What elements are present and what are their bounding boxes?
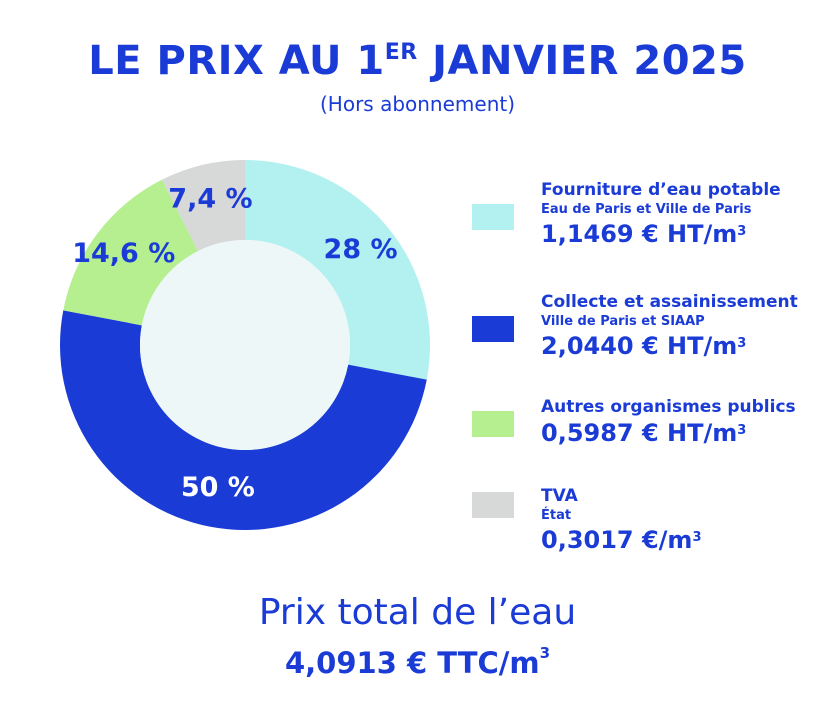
chart-subtitle: (Hors abonnement) bbox=[319, 92, 516, 116]
legend-price-sup: 3 bbox=[737, 423, 747, 438]
legend-price-value: 1,1469 € HT/m bbox=[541, 220, 738, 248]
legend-price-value: 0,3017 €/m bbox=[541, 526, 693, 554]
legend-price-sup: 3 bbox=[737, 224, 747, 239]
slice-label: 50 % bbox=[181, 472, 255, 503]
legend-title: Autres organismes publics bbox=[541, 397, 796, 417]
donut-slice bbox=[245, 160, 430, 380]
title-end: JANVIER 2025 bbox=[417, 38, 747, 84]
slice-label: 7,4 % bbox=[168, 184, 252, 215]
donut-slice bbox=[63, 179, 198, 326]
slice-label: 14,6 % bbox=[72, 238, 175, 269]
total-value: 4,0913 € TTC/m3 bbox=[0, 644, 835, 680]
legend-swatch bbox=[472, 316, 514, 342]
donut-center bbox=[140, 240, 350, 450]
legend-text: Fourniture d’eau potable Eau de Paris et… bbox=[541, 180, 781, 249]
donut-slice bbox=[162, 160, 245, 252]
legend-price: 0,5987 € HT/m3 bbox=[541, 418, 796, 448]
legend-price-value: 2,0440 € HT/m bbox=[541, 332, 738, 360]
legend-swatch bbox=[472, 492, 514, 518]
legend-subtitle: Eau de Paris et Ville de Paris bbox=[541, 202, 752, 217]
legend-price-sup: 3 bbox=[737, 336, 747, 351]
legend-subtitle: État bbox=[541, 508, 572, 523]
legend-title: TVA bbox=[541, 486, 578, 506]
donut-slice bbox=[60, 310, 427, 530]
legend-subtitle: Ville de Paris et SIAAP bbox=[541, 314, 705, 329]
title-superscript: ER bbox=[384, 40, 418, 65]
total-label: Prix total de l’eau bbox=[258, 592, 577, 633]
legend-text: TVA État 0,3017 €/m3 bbox=[541, 486, 702, 555]
donut-chart: 28 % 50 % 14,6 % 7,4 % bbox=[60, 160, 430, 530]
legend-swatch bbox=[472, 411, 514, 437]
legend-title: Collecte et assainissement bbox=[541, 292, 798, 312]
legend-text: Collecte et assainissement Ville de Pari… bbox=[541, 292, 798, 361]
title-main: LE PRIX AU 1 bbox=[88, 38, 385, 84]
total-value-text: 4,0913 € TTC/m bbox=[284, 646, 540, 680]
chart-title: LE PRIX AU 1ER JANVIER 2025 bbox=[0, 38, 835, 84]
legend-price: 2,0440 € HT/m3 bbox=[541, 331, 798, 361]
slice-label: 28 % bbox=[324, 234, 398, 265]
legend-price-value: 0,5987 € HT/m bbox=[541, 419, 738, 447]
legend-price-sup: 3 bbox=[692, 530, 702, 545]
legend-swatch bbox=[472, 204, 514, 230]
legend-price: 1,1469 € HT/m3 bbox=[541, 219, 781, 249]
legend-text: Autres organismes publics 0,5987 € HT/m3 bbox=[541, 397, 796, 448]
legend-price: 0,3017 €/m3 bbox=[541, 525, 702, 555]
total-value-sup: 3 bbox=[539, 644, 551, 662]
legend-title: Fourniture d’eau potable bbox=[541, 180, 781, 200]
